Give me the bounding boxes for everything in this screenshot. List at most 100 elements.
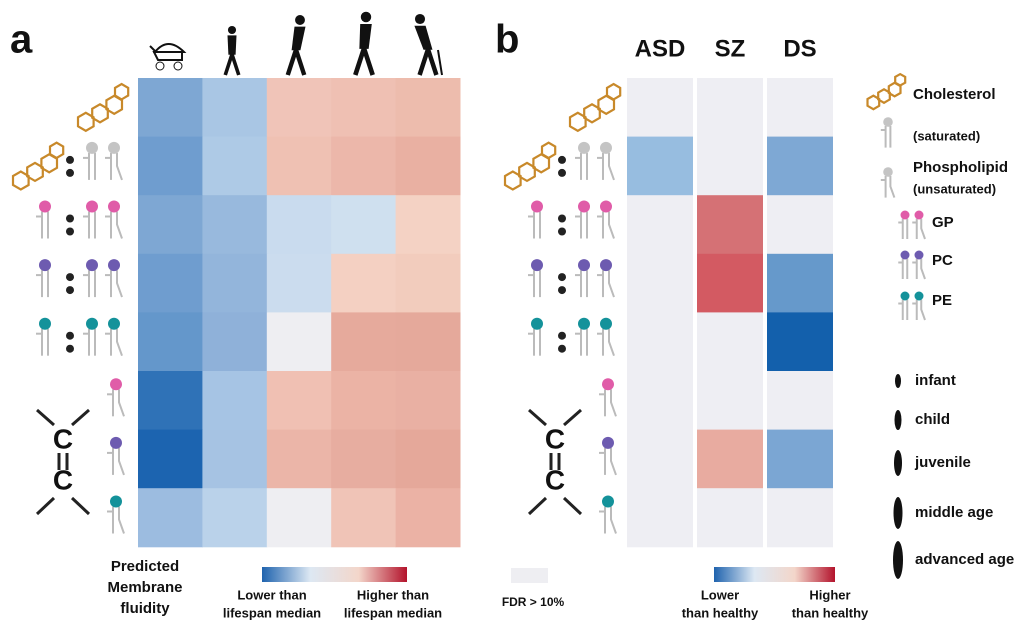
heatmap-cell [267, 254, 332, 313]
lipid-icon [912, 251, 925, 280]
lipid-icon [881, 167, 895, 197]
age-icon [895, 410, 902, 430]
tail [117, 270, 122, 297]
tail [117, 329, 122, 356]
heatmap-cell [202, 371, 267, 430]
body [292, 27, 306, 51]
heatmap-cell [331, 312, 396, 371]
legend-title: Membrane [107, 579, 182, 596]
heatmap-cell [331, 137, 396, 196]
atom: C [545, 423, 565, 454]
cholesterol-icon [13, 143, 63, 190]
legs [288, 50, 305, 75]
key-label: infant [915, 372, 956, 389]
heatmap-cell [202, 195, 267, 254]
bond [37, 410, 54, 425]
head [578, 318, 590, 330]
age-icon [414, 14, 436, 75]
heatmap-cell [396, 371, 461, 430]
head [600, 259, 612, 271]
head [108, 318, 120, 330]
fdr-swatch [511, 568, 548, 583]
dot [558, 286, 566, 294]
head [295, 15, 305, 25]
heatmap-cell [396, 488, 461, 547]
heatmap-cell [627, 195, 693, 254]
head [108, 142, 120, 154]
legend-title: fluidity [120, 600, 170, 617]
panel-label: a [10, 18, 33, 62]
key-label: Phospholipid [913, 159, 1008, 176]
head [901, 211, 910, 220]
heatmap-cell [267, 78, 332, 137]
head [39, 259, 51, 271]
cholesterol-icon [868, 74, 906, 109]
heatmap-cell [627, 78, 693, 137]
lipid-icon [575, 259, 590, 297]
lipid-icon [898, 292, 909, 321]
lipid-icon [575, 201, 590, 239]
lipid-icon [912, 211, 925, 240]
heatmap-cell [202, 254, 267, 313]
heatmap-cell [138, 488, 203, 547]
heatmap-cell [138, 137, 203, 196]
lipid-icon [83, 142, 98, 180]
ring [50, 143, 63, 158]
heatmap-cell [396, 312, 461, 371]
lipid-icon [575, 142, 590, 180]
heatmap-cell [767, 254, 833, 313]
head [531, 318, 543, 330]
colorbar [714, 567, 835, 582]
legend-label: Higher than [357, 587, 429, 602]
key-label: child [915, 411, 950, 428]
dot [558, 228, 566, 236]
ring [607, 84, 620, 99]
age-icon [288, 15, 306, 75]
lipid-icon [36, 318, 51, 356]
head [110, 437, 122, 449]
lipid-icon [599, 437, 616, 475]
head [86, 259, 98, 271]
tail [119, 507, 124, 534]
lipid-icon [105, 142, 122, 180]
panel-label: b [495, 18, 519, 62]
heatmap-cell [697, 78, 763, 137]
dot [66, 332, 74, 340]
heatmap-cell [697, 312, 763, 371]
key-label: GP [932, 214, 954, 231]
head [415, 14, 425, 24]
head [915, 292, 924, 301]
dot [66, 169, 74, 177]
lipid-icon [105, 318, 122, 356]
age-icon [895, 374, 901, 388]
head [531, 259, 543, 271]
lipid-icon [528, 259, 543, 297]
tail [609, 212, 614, 239]
key-label: (saturated) [913, 128, 980, 143]
legend-label: Lower than [237, 587, 306, 602]
age-icon [225, 26, 239, 75]
heatmap-cell [697, 430, 763, 489]
key-label: PE [932, 292, 952, 309]
lipid-icon [36, 259, 51, 297]
lipid-icon [107, 496, 124, 534]
ring [895, 74, 905, 85]
tail [119, 389, 124, 416]
cane [438, 50, 442, 75]
dot [558, 345, 566, 353]
legend-label: Higher [809, 587, 850, 602]
bond [564, 410, 581, 425]
tail [611, 448, 616, 475]
heatmap-cell [396, 430, 461, 489]
heatmap-cell [138, 254, 203, 313]
legend-label: lifespan median [223, 605, 321, 620]
dot [66, 215, 74, 223]
bond [529, 410, 546, 425]
lipid-icon [912, 292, 925, 321]
lipid-icon [881, 117, 893, 147]
lipid-icon [898, 211, 909, 240]
figure: a b ASDSZDSCCCCFDR > 10%PredictedMembran… [0, 0, 1031, 622]
head [901, 292, 910, 301]
body [228, 35, 237, 54]
legend-label: lifespan median [344, 605, 442, 620]
